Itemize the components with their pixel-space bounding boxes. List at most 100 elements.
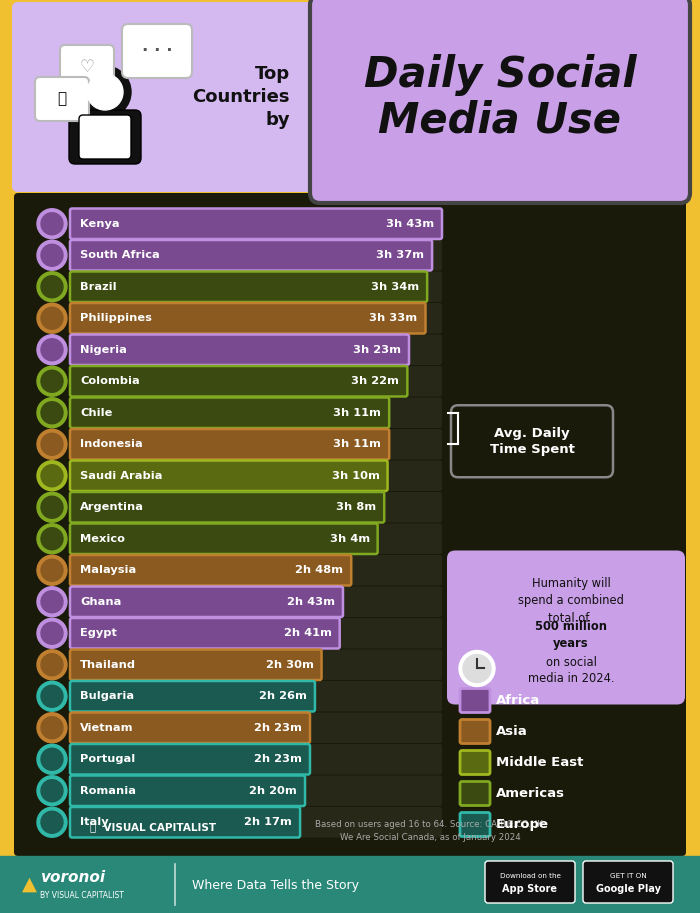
FancyBboxPatch shape — [70, 649, 321, 680]
Circle shape — [41, 591, 63, 613]
Text: Europe: Europe — [496, 818, 549, 831]
FancyBboxPatch shape — [460, 719, 490, 743]
Text: 2h 43m: 2h 43m — [287, 597, 335, 607]
Circle shape — [41, 528, 63, 550]
Circle shape — [37, 492, 67, 522]
Circle shape — [37, 461, 67, 491]
Text: App Store: App Store — [503, 884, 557, 894]
FancyBboxPatch shape — [70, 271, 442, 302]
Text: Brazil: Brazil — [80, 282, 117, 292]
Circle shape — [41, 749, 63, 771]
FancyBboxPatch shape — [70, 649, 442, 680]
Circle shape — [37, 713, 67, 743]
FancyBboxPatch shape — [69, 110, 141, 164]
Circle shape — [37, 303, 67, 333]
Text: Top
Countries
by: Top Countries by — [193, 65, 290, 129]
Circle shape — [37, 555, 67, 585]
Circle shape — [37, 398, 67, 428]
Circle shape — [463, 655, 491, 683]
Text: 👁  VISUAL CAPITALIST: 👁 VISUAL CAPITALIST — [90, 822, 216, 832]
Circle shape — [37, 776, 67, 806]
Text: Download on the: Download on the — [500, 873, 561, 879]
FancyBboxPatch shape — [70, 303, 442, 333]
Text: 2h 23m: 2h 23m — [254, 754, 302, 764]
FancyBboxPatch shape — [460, 782, 490, 805]
Text: Saudi Arabia: Saudi Arabia — [80, 471, 162, 481]
Text: Bulgaria: Bulgaria — [80, 691, 134, 701]
FancyBboxPatch shape — [447, 551, 685, 705]
FancyBboxPatch shape — [122, 24, 192, 78]
Text: 3h 4m: 3h 4m — [330, 534, 370, 544]
FancyBboxPatch shape — [70, 775, 442, 806]
FancyBboxPatch shape — [70, 712, 442, 743]
Circle shape — [41, 623, 63, 645]
Text: 3h 11m: 3h 11m — [333, 439, 382, 449]
FancyBboxPatch shape — [35, 77, 89, 121]
Text: 👍: 👍 — [57, 91, 66, 107]
Text: ▲: ▲ — [22, 875, 37, 894]
FancyBboxPatch shape — [70, 681, 315, 711]
FancyBboxPatch shape — [70, 586, 442, 617]
Text: Romania: Romania — [80, 786, 136, 796]
FancyBboxPatch shape — [70, 460, 442, 491]
FancyBboxPatch shape — [310, 0, 690, 203]
FancyBboxPatch shape — [79, 115, 131, 159]
Text: 2h 30m: 2h 30m — [266, 660, 314, 670]
FancyBboxPatch shape — [70, 303, 426, 333]
FancyBboxPatch shape — [70, 429, 442, 459]
Text: 3h 37m: 3h 37m — [376, 250, 424, 260]
FancyBboxPatch shape — [70, 366, 442, 396]
FancyBboxPatch shape — [70, 523, 442, 554]
FancyBboxPatch shape — [70, 618, 442, 648]
Circle shape — [41, 245, 63, 267]
Text: Africa: Africa — [496, 694, 540, 707]
Circle shape — [79, 66, 131, 118]
FancyBboxPatch shape — [70, 807, 442, 837]
FancyBboxPatch shape — [70, 208, 442, 239]
FancyBboxPatch shape — [583, 861, 673, 903]
FancyBboxPatch shape — [70, 618, 340, 648]
Text: 2h 26m: 2h 26m — [259, 691, 307, 701]
Circle shape — [37, 366, 67, 396]
Text: Based on users aged 16 to 64. Source: CABLE.CO.UK,
We Are Social Canada, as of J: Based on users aged 16 to 64. Source: CA… — [315, 820, 545, 842]
Text: Argentina: Argentina — [80, 502, 144, 512]
FancyBboxPatch shape — [70, 208, 442, 239]
Circle shape — [41, 465, 63, 487]
Text: 3h 11m: 3h 11m — [333, 408, 382, 418]
Text: Ghana: Ghana — [80, 597, 121, 607]
Circle shape — [37, 744, 67, 774]
FancyBboxPatch shape — [70, 366, 407, 396]
Circle shape — [41, 402, 63, 424]
FancyBboxPatch shape — [70, 271, 427, 302]
Text: 3h 10m: 3h 10m — [332, 471, 379, 481]
Text: BY VISUAL CAPITALIST: BY VISUAL CAPITALIST — [40, 891, 124, 900]
FancyBboxPatch shape — [70, 334, 442, 365]
Text: Daily Social
Media Use: Daily Social Media Use — [364, 55, 636, 142]
Text: 3h 23m: 3h 23m — [353, 345, 401, 355]
Circle shape — [87, 74, 123, 110]
Circle shape — [41, 497, 63, 519]
Text: Nigeria: Nigeria — [80, 345, 127, 355]
FancyBboxPatch shape — [460, 813, 490, 836]
Circle shape — [41, 371, 63, 393]
Circle shape — [37, 272, 67, 302]
Bar — [0, 856, 700, 913]
FancyBboxPatch shape — [60, 45, 114, 89]
Circle shape — [37, 650, 67, 680]
Circle shape — [37, 240, 67, 270]
Text: 2h 48m: 2h 48m — [295, 565, 343, 575]
Circle shape — [459, 650, 495, 687]
FancyBboxPatch shape — [70, 492, 384, 522]
Text: 3h 43m: 3h 43m — [386, 219, 434, 229]
Text: 3h 34m: 3h 34m — [371, 282, 419, 292]
Text: Humanity will
spend a combined
total of: Humanity will spend a combined total of — [518, 576, 624, 624]
Circle shape — [41, 780, 63, 802]
Text: Vietnam: Vietnam — [80, 723, 134, 733]
FancyBboxPatch shape — [70, 681, 442, 711]
Text: Malaysia: Malaysia — [80, 565, 136, 575]
Circle shape — [41, 213, 63, 235]
FancyBboxPatch shape — [70, 523, 377, 554]
Circle shape — [41, 686, 63, 708]
Text: voronoi: voronoi — [40, 870, 105, 886]
Text: 2h 20m: 2h 20m — [249, 786, 297, 796]
